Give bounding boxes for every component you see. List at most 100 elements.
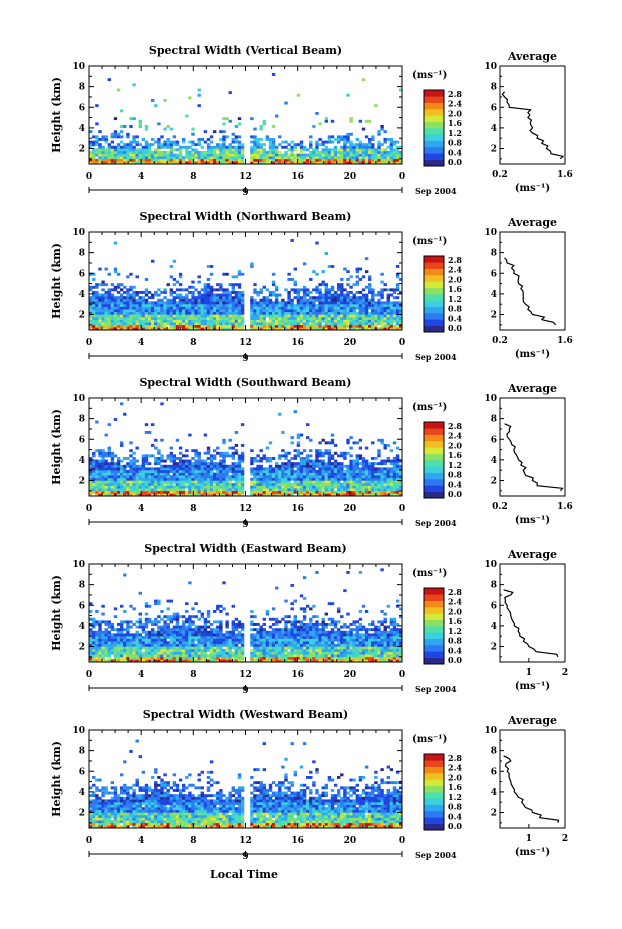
heatmap-cell — [275, 470, 279, 473]
heatmap-cell — [116, 298, 121, 302]
heatmap-cell — [228, 322, 232, 326]
heatmap-cell — [386, 324, 390, 328]
heatmap-cell — [101, 288, 105, 292]
heatmap-cell — [399, 151, 403, 154]
heatmap-cell — [101, 490, 105, 494]
heatmap-cell — [228, 145, 232, 149]
heatmap-cell — [343, 480, 347, 484]
heatmap-cell — [364, 270, 369, 274]
heatmap-cell — [358, 457, 363, 460]
heatmap-cell — [330, 301, 335, 305]
heatmap-cell — [182, 298, 186, 302]
heatmap-cell — [166, 607, 170, 611]
heatmap-cell — [268, 472, 273, 476]
heatmap-cell — [157, 630, 161, 634]
heatmap-cell — [333, 444, 338, 447]
heatmap-cell — [231, 475, 235, 479]
heatmap-cell — [368, 311, 372, 315]
heatmap-cell — [135, 291, 139, 294]
heatmap-cell — [256, 477, 260, 481]
heatmap-cell — [399, 485, 403, 489]
heatmap-cell — [346, 298, 350, 302]
heatmap-cell — [306, 153, 310, 157]
heatmap-cell — [284, 475, 288, 479]
heatmap-cell — [262, 151, 266, 154]
heatmap-cell — [287, 472, 291, 476]
heatmap-cell — [132, 324, 136, 328]
heatmap-cell — [361, 462, 366, 466]
heatmap-cell — [290, 436, 294, 440]
heatmap-cell — [166, 633, 170, 637]
heatmap-cell — [234, 431, 239, 434]
heatmap-cell — [172, 612, 177, 616]
heatmap-cell — [275, 480, 279, 484]
heatmap-cell — [157, 327, 161, 331]
heatmap-cell — [228, 485, 232, 489]
heatmap-cell — [191, 638, 195, 642]
heatmap-cell — [129, 659, 133, 663]
heatmap-cell — [318, 493, 322, 497]
colorbar-segment — [424, 109, 444, 116]
heatmap-cell — [225, 451, 229, 455]
heatmap-cell — [92, 148, 96, 152]
heatmap-cell — [225, 317, 229, 320]
heatmap-cell — [98, 319, 102, 323]
heatmap-cell — [144, 324, 149, 328]
heatmap-cell — [392, 319, 397, 323]
heatmap-cell — [123, 659, 127, 663]
heatmap-cell — [268, 319, 273, 323]
heatmap-cell — [166, 643, 170, 647]
heatmap-cell — [324, 288, 328, 292]
heatmap-cell — [200, 306, 204, 310]
heatmap-cell — [104, 490, 108, 494]
heatmap-cell — [330, 285, 335, 289]
heatmap-cell — [271, 291, 276, 294]
heatmap-cell — [209, 464, 214, 468]
heatmap-cell — [268, 158, 273, 162]
heatmap-cell — [126, 309, 130, 313]
heatmap-cell — [284, 288, 288, 292]
heatmap-cell — [225, 493, 229, 497]
heatmap-cell — [253, 283, 257, 287]
heatmap-cell — [250, 135, 254, 139]
heatmap-cell — [191, 296, 195, 300]
heatmap-cell — [380, 153, 384, 157]
heatmap-cell — [281, 485, 285, 489]
heatmap-cell — [138, 122, 142, 126]
heatmap-cell — [278, 493, 282, 497]
heatmap-cell — [101, 135, 105, 139]
heatmap-cell — [399, 472, 403, 476]
average-profile-line — [504, 257, 557, 326]
heatmap-cell — [290, 327, 294, 331]
heatmap-cell — [265, 161, 270, 165]
heatmap-cell — [166, 140, 170, 144]
heatmap-cell — [213, 467, 217, 471]
heatmap-cell — [216, 488, 220, 492]
heatmap-cell — [262, 156, 266, 160]
heatmap-cell — [203, 304, 208, 307]
heatmap-cell — [219, 322, 223, 326]
heatmap-cell — [104, 485, 108, 489]
heatmap-cell — [92, 646, 96, 650]
heatmap-cell — [281, 322, 285, 326]
heatmap-cell — [228, 480, 232, 484]
heatmap-cell — [172, 158, 177, 162]
heatmap-cell — [371, 151, 375, 154]
heatmap-cell — [361, 319, 366, 323]
heatmap-cell — [386, 151, 390, 154]
heatmap-cell — [312, 483, 316, 486]
heatmap-cell — [132, 464, 136, 468]
heatmap-cell — [349, 156, 353, 160]
heatmap-cell — [213, 457, 217, 460]
heatmap-cell — [116, 151, 121, 154]
heatmap-cell — [340, 278, 344, 281]
heatmap-cell — [163, 646, 167, 650]
heatmap-cell — [395, 275, 400, 279]
heatmap-cell — [104, 477, 108, 481]
heatmap-cell — [144, 485, 149, 489]
heatmap-cell — [185, 304, 189, 307]
heatmap-cell — [178, 646, 183, 650]
heatmap-cell — [253, 319, 257, 323]
heatmap-cell — [361, 459, 366, 463]
heatmap-cell — [225, 158, 229, 162]
